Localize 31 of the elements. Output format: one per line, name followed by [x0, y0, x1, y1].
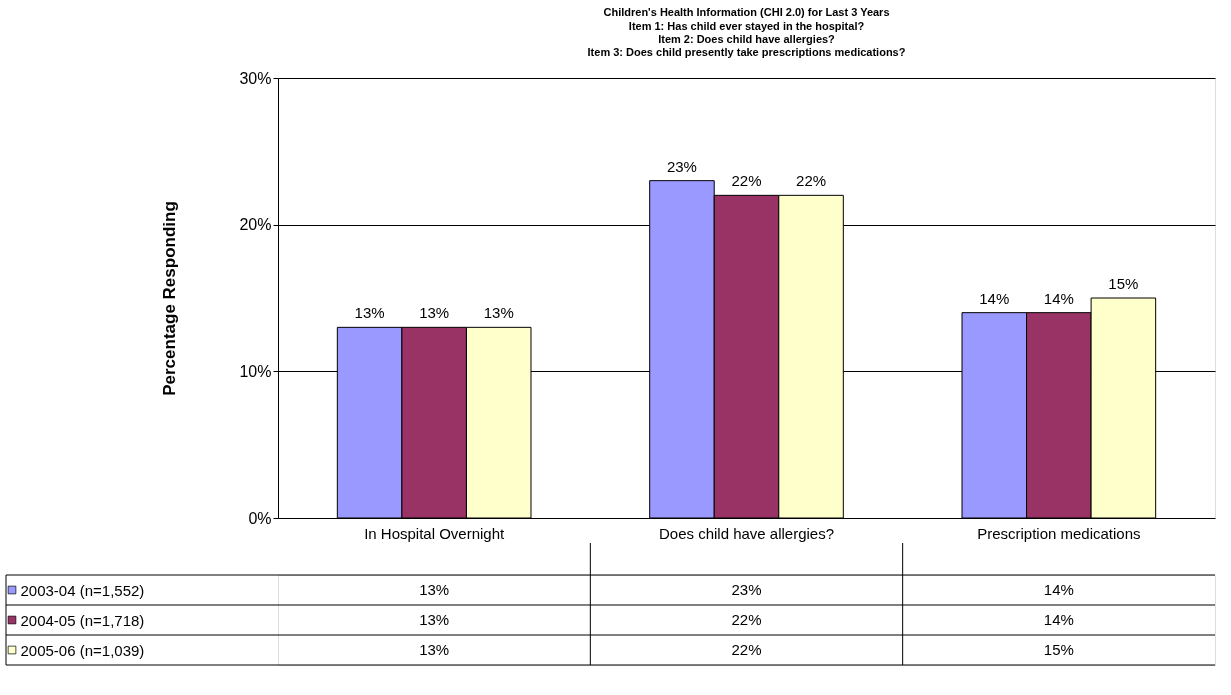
- text: 15%: [1108, 275, 1139, 292]
- text: 14%: [1043, 289, 1074, 307]
- y-tick-label: 30%: [239, 69, 272, 87]
- text: 22%: [731, 172, 762, 190]
- x-tick-label: Does child have allergies?: [658, 524, 835, 542]
- x-tick-label: In Hospital Overnight: [364, 524, 506, 542]
- data-label: 15%: [1043, 641, 1074, 658]
- data-label: 23%: [731, 581, 762, 598]
- chart-subtitle: Item 1: Has child ever stayed in the hospital? Item 2: Does child have allergies? Item 3: Does child presently take prescriptions medications?: [587, 20, 906, 58]
- y-tick-label: 20%: [239, 216, 272, 234]
- legend-label: 2003-04 (n=1,552): [20, 581, 145, 599]
- legend-label: 2005-06 (n=1,039): [20, 641, 145, 659]
- y-tick-label: 10%: [239, 362, 272, 380]
- data-label: 14%: [1043, 611, 1074, 628]
- data-label: 22%: [731, 611, 762, 628]
- text: 22%: [796, 172, 827, 190]
- text: 23%: [666, 157, 697, 175]
- chart-title: Children's Health Information (CHI 2.0) for Last 3 Years: [603, 6, 890, 18]
- y-axis-title: Percentage Responding: [160, 201, 180, 396]
- text: 13%: [483, 304, 514, 322]
- text: 13%: [354, 304, 385, 322]
- y-tick-label: 0%: [248, 509, 272, 527]
- x-tick-label: Prescription medications: [977, 524, 1141, 542]
- data-label: 14%: [1043, 581, 1074, 598]
- data-label: 13%: [419, 611, 450, 628]
- text: 13%: [419, 304, 450, 322]
- legend-label: 2004-05 (n=1,718): [20, 611, 145, 629]
- data-label: 22%: [731, 641, 762, 658]
- data-label: 13%: [419, 641, 450, 658]
- text: 14%: [979, 289, 1010, 307]
- data-label: 13%: [419, 581, 450, 598]
